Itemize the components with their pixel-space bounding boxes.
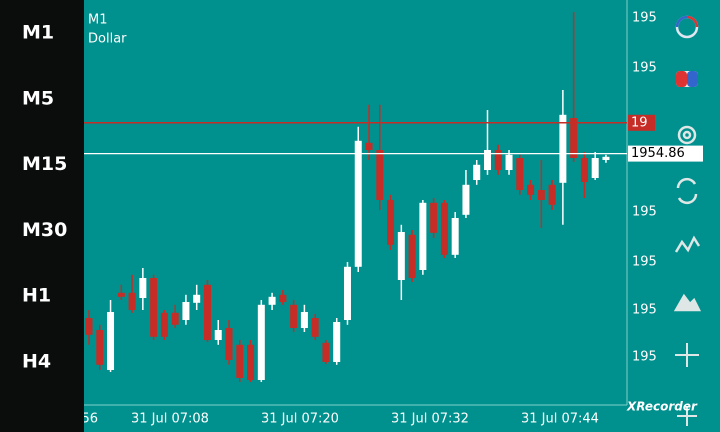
candle-body [257, 304, 265, 380]
candle-body [354, 140, 362, 267]
candle-body [451, 218, 459, 255]
candle-body [527, 184, 535, 195]
candle-body [570, 118, 578, 158]
timeframe-button[interactable]: H1 [22, 285, 51, 307]
candle-body [462, 184, 470, 215]
candle-body [580, 158, 588, 182]
timeframe-button[interactable]: M30 [22, 219, 67, 241]
axes: 195 195 195 195 195 195 56 31 Jul 07:08 31 Jul 0… [81, 11, 656, 427]
timeframe-sidebar [0, 0, 84, 432]
price-label: 195 [632, 303, 657, 318]
sync-icon[interactable] [676, 177, 698, 205]
candle-body [473, 164, 481, 180]
time-label: 56 [81, 412, 98, 427]
candle-body [537, 190, 545, 200]
indicators-icon[interactable] [674, 235, 701, 253]
timeframe-button[interactable]: M5 [22, 87, 54, 109]
candle-body [236, 344, 244, 378]
candle-body [150, 278, 158, 337]
candle-body [247, 344, 255, 380]
candle-body [387, 200, 395, 245]
chart-title: M1 [88, 13, 108, 28]
candle-body [494, 150, 502, 170]
candle-body [419, 202, 427, 270]
candle-body [300, 312, 308, 328]
candle-body [214, 330, 222, 340]
candle-body [203, 284, 211, 340]
candle-body [516, 158, 524, 190]
candle-body [311, 318, 319, 337]
candle-body [343, 266, 351, 320]
trade-icon[interactable] [676, 71, 698, 87]
candle-body [225, 328, 233, 360]
settings-icon[interactable] [677, 125, 697, 145]
candle-body [559, 114, 567, 183]
candle-body [193, 294, 201, 303]
account-icon[interactable] [675, 15, 699, 39]
candle-body [505, 154, 513, 170]
price-label: 195 [632, 255, 657, 270]
candle-body [591, 158, 599, 178]
price-label: 195 [632, 11, 657, 26]
candle-body [171, 312, 179, 325]
timeframe-button[interactable]: M1 [22, 22, 54, 44]
candle-body [602, 156, 610, 160]
timeframe-button[interactable]: H4 [22, 351, 51, 373]
candle-body [290, 304, 298, 328]
timeframe-button[interactable]: M15 [22, 153, 67, 175]
objects-icon[interactable] [673, 293, 702, 312]
candle-body [333, 322, 341, 362]
bid-label-box [628, 145, 703, 162]
candle-body [107, 312, 115, 370]
time-label: 31 Jul 07:08 [131, 412, 209, 427]
time-label: 31 Jul 07:32 [391, 412, 469, 427]
candle-body [408, 234, 416, 278]
candle-body [483, 150, 491, 170]
time-label: 31 Jul 07:44 [521, 412, 599, 427]
toolbar [673, 15, 702, 426]
candle-body [440, 202, 448, 255]
bid-label: 1954.86 [631, 146, 685, 161]
price-label: 195 [632, 350, 657, 365]
candle-body [139, 278, 147, 298]
price-label: 195 [632, 61, 657, 76]
candle-body [182, 302, 190, 320]
time-label: 31 Jul 07:20 [261, 412, 339, 427]
candle-body [376, 150, 384, 200]
overlay: 19 1954.86 [84, 114, 703, 162]
candle-body [160, 312, 168, 337]
candle-body [548, 184, 556, 205]
candle-body [365, 142, 373, 150]
candle-body [322, 342, 330, 362]
candle-body [397, 232, 405, 280]
candle-body [430, 202, 438, 233]
chart-area [85, 12, 610, 382]
price-label: 195 [632, 205, 657, 220]
chart-subtitle: Dollar [88, 32, 127, 47]
candle-body [117, 292, 125, 297]
candle-body [268, 296, 276, 305]
more-icon[interactable] [677, 406, 697, 426]
ask-label: 19 [631, 115, 648, 130]
candle-body [96, 330, 104, 365]
candle-body [128, 292, 136, 310]
timeframe-list: M1 M5 M15 M30 H1 H4 [22, 22, 67, 373]
ask-label-box [628, 114, 655, 131]
watermark: XRecorder [626, 400, 698, 414]
candle-body [279, 294, 287, 302]
candle-body [85, 318, 93, 335]
crosshair-icon[interactable] [675, 343, 699, 367]
